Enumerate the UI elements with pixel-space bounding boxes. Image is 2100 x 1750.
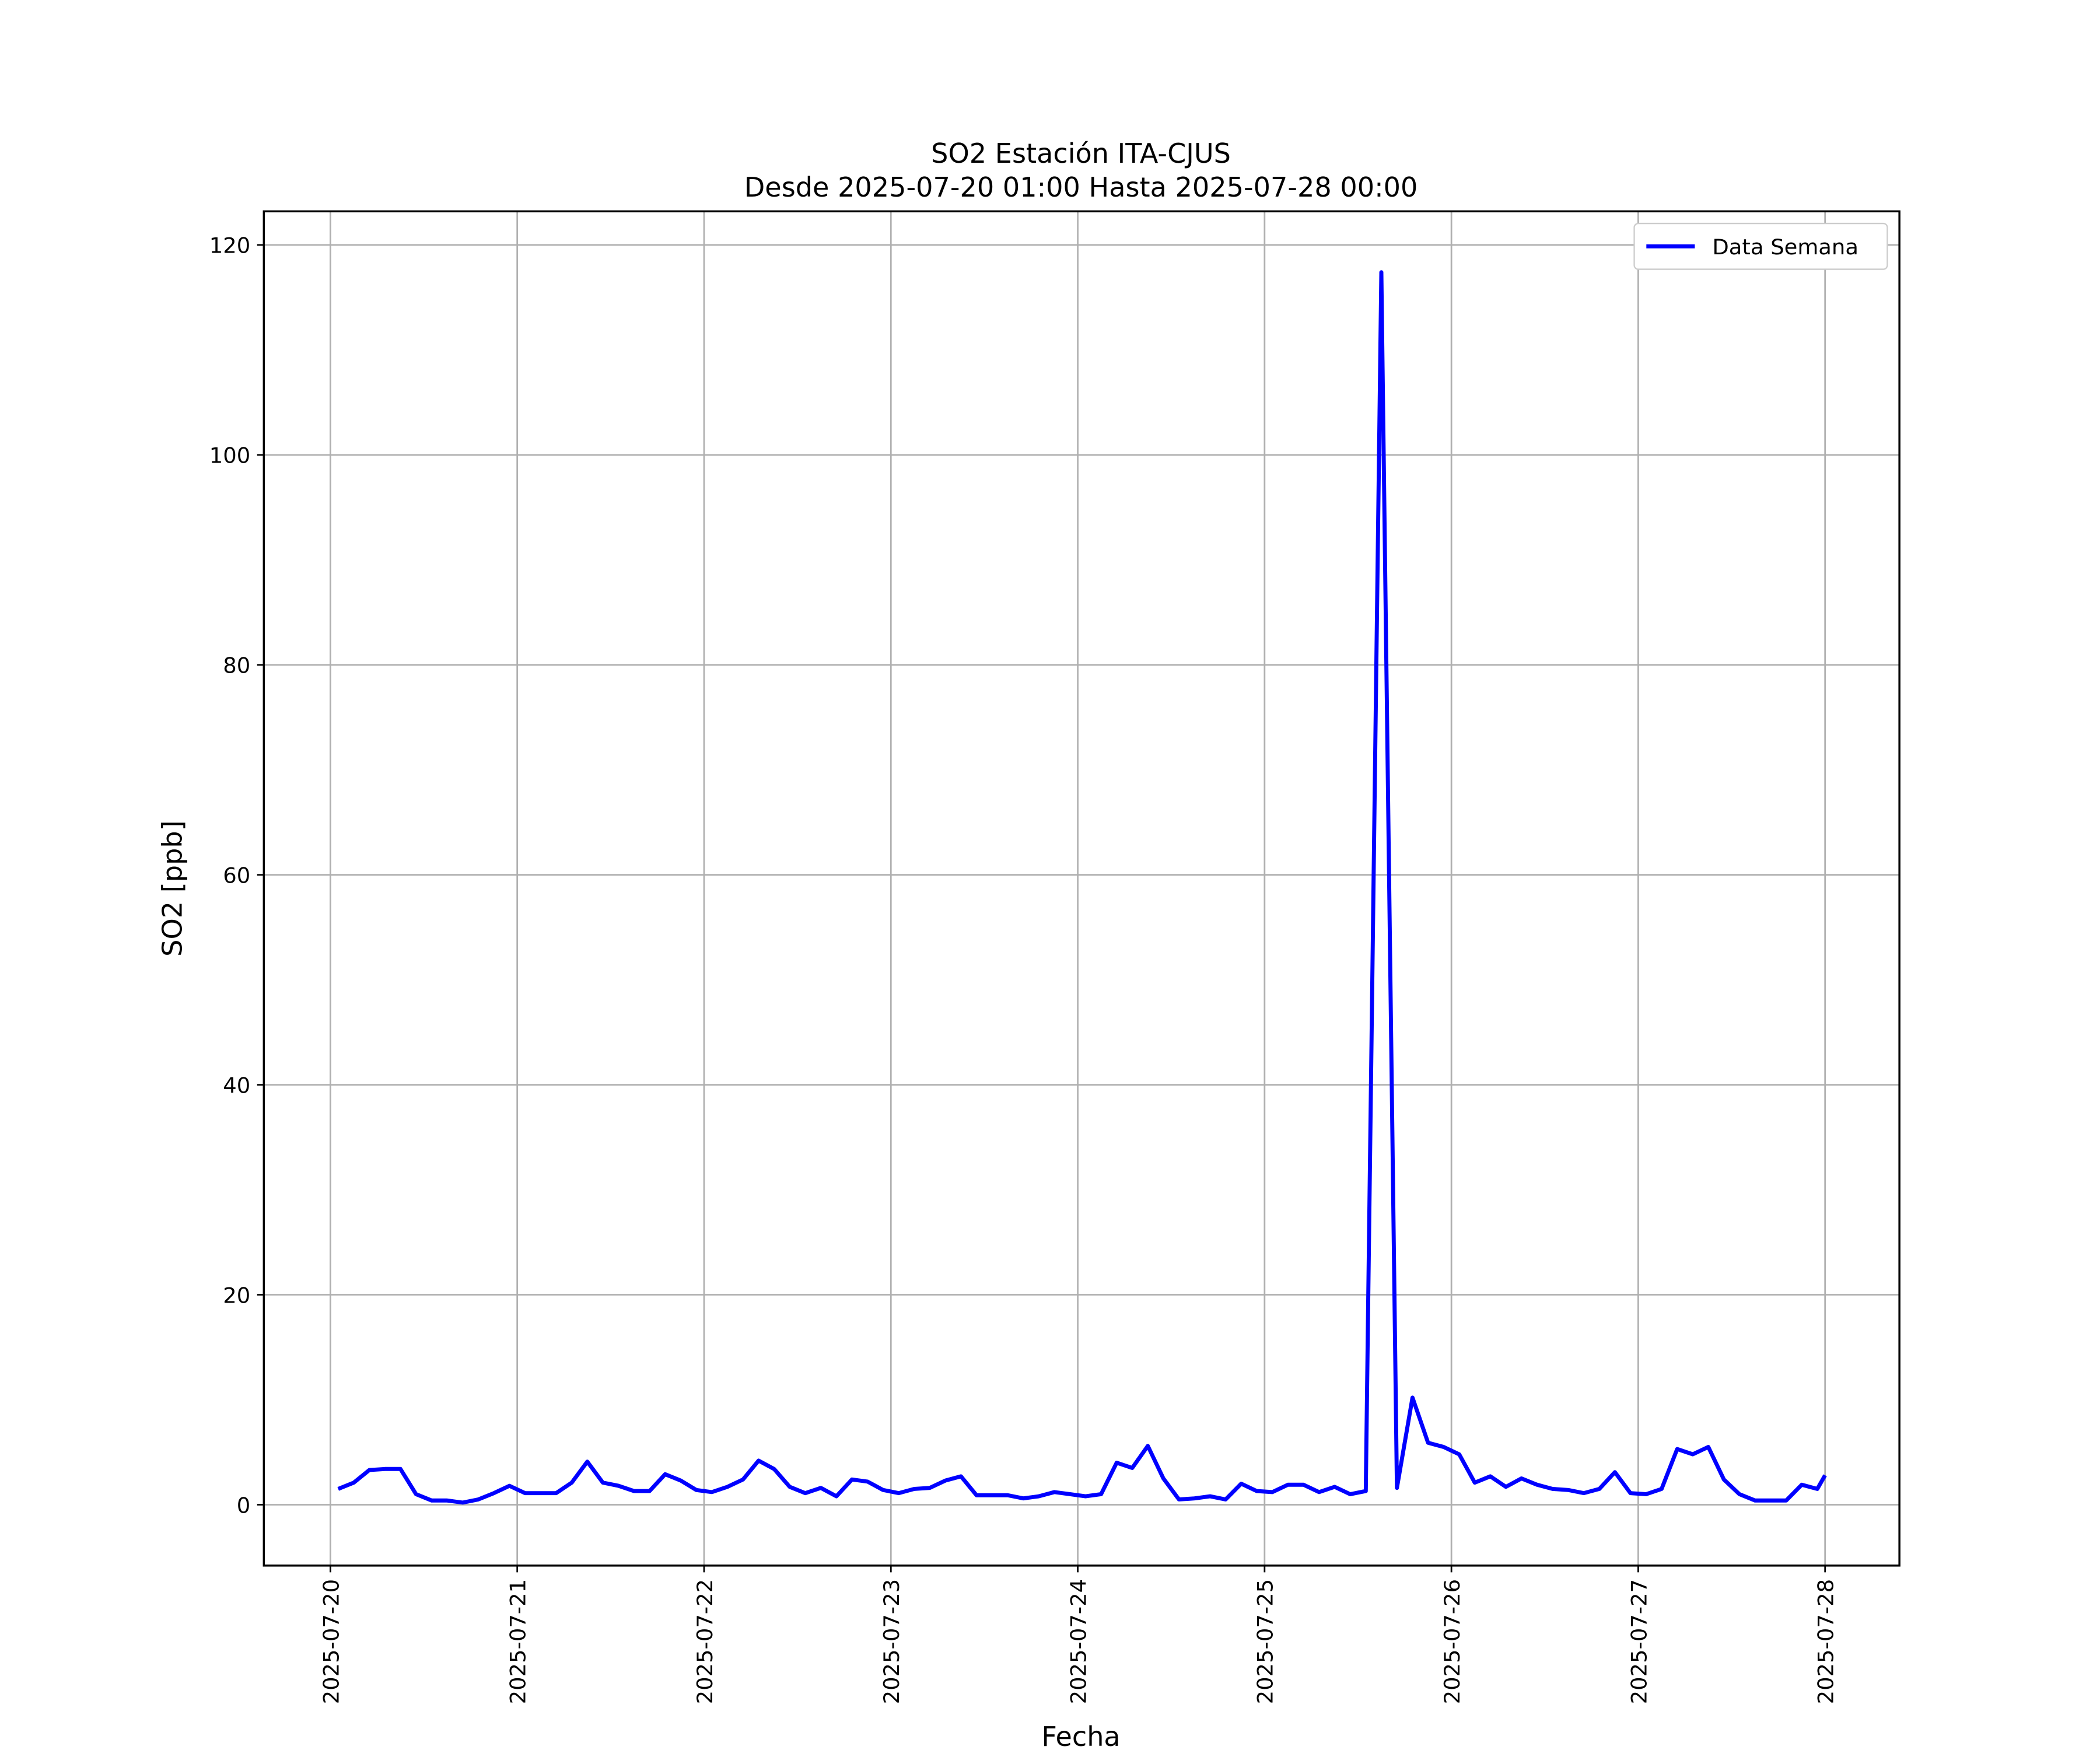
x-tick-label: 2025-07-26 [1440,1579,1465,1704]
y-tick-label: 100 [209,443,250,468]
x-tick-label: 2025-07-24 [1066,1579,1091,1704]
legend-label: Data Semana [1712,235,1859,260]
chart-title: SO2 Estación ITA-CJUS [931,138,1231,169]
x-tick-label: 2025-07-28 [1814,1579,1839,1704]
data-line [337,270,1827,1505]
y-tick-label: 0 [237,1493,250,1518]
y-tick-label: 20 [223,1283,250,1308]
x-tick-label: 2025-07-23 [879,1579,904,1704]
chart-subtitle: Desde 2025-07-20 01:00 Hasta 2025-07-28 … [744,172,1418,203]
x-axis-label: Fecha [1041,1721,1120,1750]
x-tick-label: 2025-07-20 [318,1579,344,1704]
y-tick-label: 60 [223,863,250,888]
x-tick-label: 2025-07-21 [506,1579,531,1704]
x-tick-label: 2025-07-27 [1626,1579,1651,1704]
plot-area: 0 20 40 60 80 100 120 2025-07-20 2025-07-21 2025-… [209,210,1901,1704]
y-axis-label: SO2 [ppb] [157,820,188,957]
y-tick-label: 40 [223,1073,250,1098]
y-tick-label: 120 [209,233,250,258]
x-tick-label: 2025-07-22 [692,1579,718,1704]
y-tick-label: 80 [223,653,250,678]
x-tick-label: 2025-07-25 [1253,1579,1278,1704]
axes-frame [262,210,1901,1567]
legend-box [1633,222,1888,270]
